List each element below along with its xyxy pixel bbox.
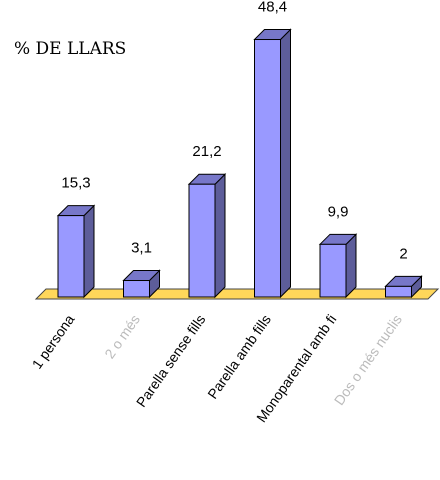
chart-floor [34,288,440,300]
category-label-3: Parella sense fills [133,312,209,410]
bar-6 [384,275,423,299]
data-label-3: 21,2 [192,143,221,160]
floor-plane [34,288,440,300]
bar-front [254,39,281,298]
bar-front [123,280,150,298]
data-label-1: 15,3 [61,175,90,192]
category-label-2: 2 o més [101,312,143,362]
bar-side [83,204,95,299]
category-label-4: Parella amb fills [204,312,274,402]
bar-1 [56,204,96,299]
bar-front [57,215,85,298]
bar-4 [253,28,292,299]
bar-side [345,233,357,299]
bar-side [280,28,291,299]
bar-3 [187,173,227,299]
bars [56,28,423,299]
bar-5 [318,233,358,299]
category-label-1: 1 persona [29,311,78,371]
bar-front [319,243,347,298]
bar-front [188,183,216,298]
bar-2 [122,269,161,299]
data-label-6: 2 [399,245,407,262]
data-label-4: 48,4 [258,0,287,16]
bar-side [214,173,226,299]
bar-front [385,285,412,298]
data-label-2: 3,1 [131,240,152,257]
y-axis-title: % DE LLARS [14,39,126,59]
value-labels: 15,3 3,1 21,2 48,4 9,9 2 [61,0,407,262]
data-label-5: 9,9 [328,203,349,220]
category-label-6: Dos o més nuclis [331,312,405,408]
